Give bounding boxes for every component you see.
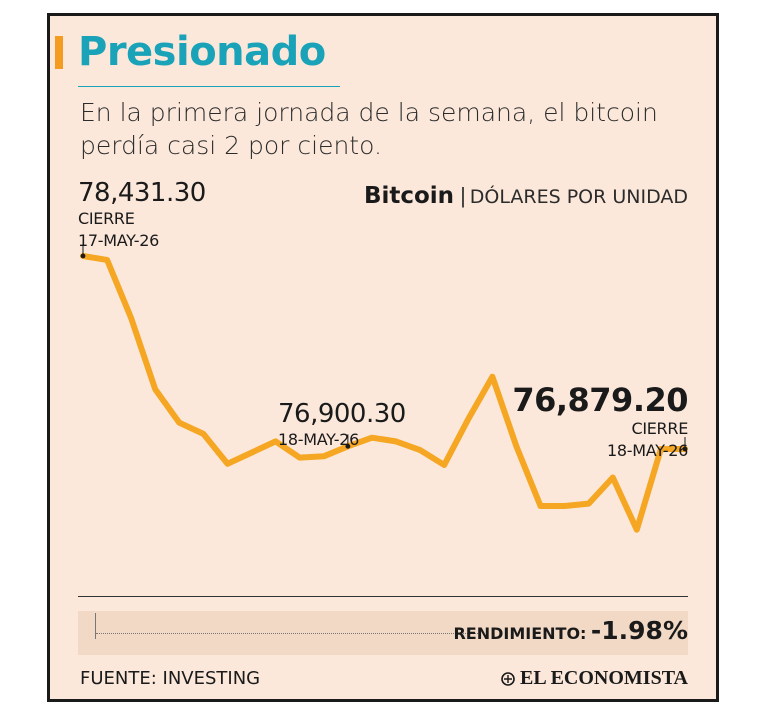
return-dotted-line [96,633,480,634]
return-readout: RENDIMIENTO: -1.98% [453,616,688,645]
heading-separator: | [460,183,466,208]
end-annotation: 76,879.20 CIERRE 18-MAY-26 [512,382,688,462]
end-value: 76,879.20 [512,381,688,419]
return-value: -1.98% [590,616,688,645]
mid-annotation: 76,900.30 18-MAY-26 [278,399,406,451]
source-credit: FUENTE: INVESTING [80,668,261,689]
series-line [80,253,688,533]
return-tick [95,613,96,639]
marker-point-1 [345,443,351,449]
start-label: CIERRE [78,209,135,228]
start-date: 17-MAY-26 [78,231,159,250]
mid-value: 76,900.30 [278,399,406,429]
marker-point-0 [80,253,86,259]
chart-title: Presionado [78,29,326,75]
end-date: 18-MAY-26 [607,441,688,460]
brand-mark-icon [501,671,515,686]
mid-date: 18-MAY-26 [278,430,359,449]
marker-point-2 [682,446,688,452]
chart-card [47,13,719,702]
unit-label: DÓLARES POR UNIDAD [469,186,688,208]
title-accent-bar [55,36,63,69]
chart-heading: Bitcoin | DÓLARES POR UNIDAD [364,183,688,209]
brand-name: EL ECONOMISTA [520,667,688,689]
chart-subtitle: En la primera jornada de la semana, el b… [80,98,658,160]
end-label: CIERRE [631,419,688,438]
start-annotation: 78,431.30 CIERRE 17-MAY-26 [78,178,206,252]
brand-logo: EL ECONOMISTA [501,667,688,690]
series-name: Bitcoin [363,183,455,209]
title-underline [78,86,340,87]
return-label: RENDIMIENTO: [453,624,587,643]
chart-baseline [78,596,688,597]
start-value: 78,431.30 [78,178,206,208]
